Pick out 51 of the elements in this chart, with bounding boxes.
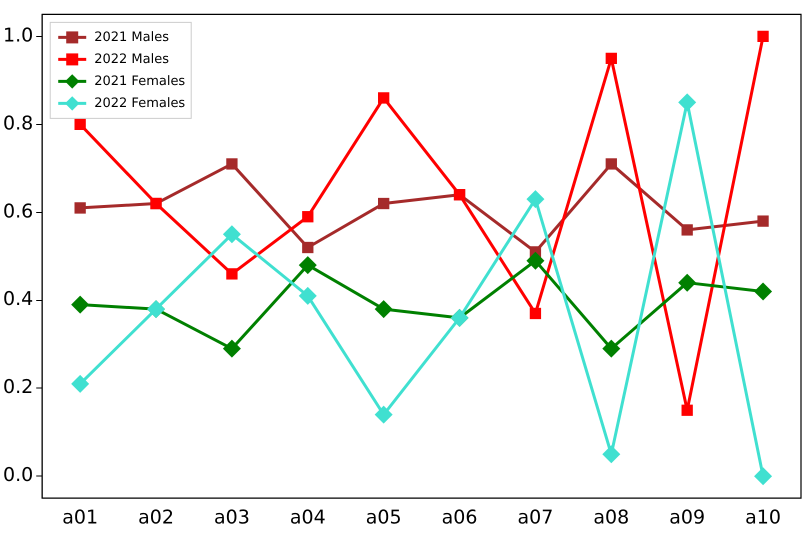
point <box>298 286 317 305</box>
point <box>222 225 241 244</box>
legend-label: 2022 Males <box>94 52 170 67</box>
point <box>602 340 620 358</box>
y-tick-label: 1.0 <box>3 24 34 46</box>
point <box>682 404 693 416</box>
x-tick-label: a02 <box>138 506 174 529</box>
x-tick-label: a04 <box>290 506 326 529</box>
x-tick-label: a03 <box>214 506 250 529</box>
point <box>682 224 693 236</box>
point <box>530 308 542 320</box>
point <box>606 158 617 170</box>
y-tick-label: 0.4 <box>3 288 34 310</box>
y-tick-label: 0.2 <box>3 376 34 398</box>
point <box>74 118 86 130</box>
x-tick-label: a01 <box>62 506 98 529</box>
point <box>754 282 772 300</box>
legend-label: 2021 Females <box>94 74 186 89</box>
legend-label: 2022 Females <box>94 96 186 111</box>
x-tick-label: a05 <box>366 506 402 529</box>
point <box>302 242 314 254</box>
point <box>678 93 696 112</box>
y-tick-label: 0.0 <box>3 464 34 486</box>
point <box>757 30 769 42</box>
point <box>526 190 544 208</box>
y-tick-label: 0.6 <box>3 200 34 222</box>
x-tick-label: a07 <box>518 506 554 529</box>
point <box>602 445 620 464</box>
point <box>71 374 90 393</box>
point <box>526 252 544 270</box>
x-tick-label: a08 <box>593 506 630 529</box>
point <box>606 52 617 64</box>
point <box>222 340 241 358</box>
point <box>226 268 238 280</box>
point <box>71 296 90 314</box>
legend-label: 2021 Males <box>94 30 170 45</box>
point <box>757 215 769 227</box>
y-tick-label: 0.8 <box>3 112 34 134</box>
point <box>378 198 390 210</box>
point <box>74 202 86 214</box>
x-tick-label: a06 <box>442 506 478 529</box>
point <box>374 300 393 318</box>
point <box>378 92 390 104</box>
x-tick-label: a09 <box>669 506 706 529</box>
point <box>298 256 317 274</box>
point <box>302 211 314 222</box>
point <box>754 467 772 486</box>
point <box>226 158 238 170</box>
point <box>374 406 393 424</box>
point <box>678 274 696 292</box>
x-tick-label: a10 <box>745 506 781 529</box>
